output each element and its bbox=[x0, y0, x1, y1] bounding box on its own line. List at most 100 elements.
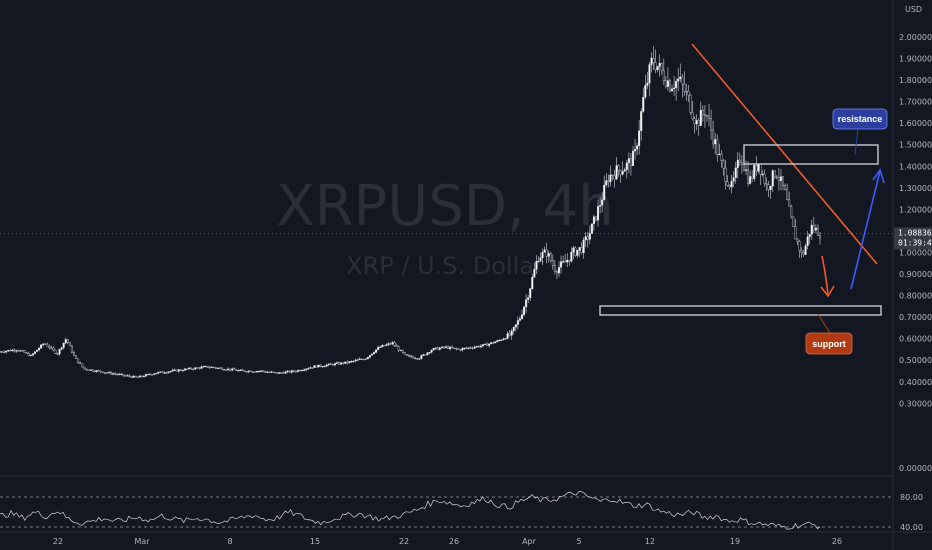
candle-body bbox=[190, 367, 193, 370]
candle-body bbox=[535, 261, 538, 270]
candle-body bbox=[161, 371, 164, 373]
candle-body bbox=[673, 87, 676, 90]
candle-body bbox=[662, 70, 665, 82]
candle-body bbox=[33, 351, 36, 354]
candle-body bbox=[757, 163, 760, 172]
candle-body bbox=[204, 365, 207, 368]
candle-body bbox=[765, 183, 768, 185]
candle-body bbox=[325, 364, 328, 367]
resistance-label-box[interactable] bbox=[832, 108, 888, 130]
candle-body bbox=[418, 358, 421, 360]
candle-body bbox=[251, 371, 254, 373]
candle-body bbox=[130, 376, 133, 378]
price-tick-label: 0.00000 bbox=[899, 464, 932, 473]
candle-body bbox=[742, 164, 745, 171]
candle-body bbox=[387, 343, 390, 345]
candle-body bbox=[165, 372, 168, 374]
candle-body bbox=[771, 170, 774, 187]
candle-body bbox=[609, 174, 612, 183]
candle-body bbox=[710, 118, 713, 131]
candle-body bbox=[806, 236, 809, 246]
descending-trendline[interactable] bbox=[691, 43, 878, 265]
candle-body bbox=[541, 252, 544, 259]
candle-body bbox=[362, 358, 365, 361]
resistance-callout-pointer bbox=[854, 127, 859, 156]
candle-body bbox=[777, 177, 780, 181]
candle-body bbox=[97, 370, 100, 372]
candle-body bbox=[5, 350, 8, 353]
candle-body bbox=[360, 358, 363, 360]
candle-body bbox=[718, 153, 721, 156]
candle-body bbox=[112, 373, 115, 375]
candle-body bbox=[498, 339, 501, 342]
candle-body bbox=[679, 76, 682, 80]
candle-body bbox=[274, 372, 277, 374]
price-tick-label: 0.90000 bbox=[899, 270, 932, 279]
candle-body bbox=[642, 97, 645, 112]
candle-body bbox=[79, 362, 82, 364]
candle-body bbox=[175, 369, 178, 372]
candle-body bbox=[656, 66, 659, 70]
candle-body bbox=[202, 366, 205, 368]
candle-body bbox=[227, 368, 230, 371]
candle-body bbox=[705, 115, 708, 117]
candle-body bbox=[426, 352, 429, 355]
candle-body bbox=[218, 367, 221, 369]
up-arrow[interactable] bbox=[850, 170, 881, 290]
candle-body bbox=[516, 320, 519, 325]
candle-body bbox=[216, 367, 219, 369]
candle-body bbox=[784, 185, 787, 190]
candle-body bbox=[481, 344, 484, 347]
candle-body bbox=[186, 368, 189, 370]
candle-body bbox=[91, 369, 94, 372]
candle-body bbox=[243, 370, 246, 372]
candle-body bbox=[296, 370, 299, 372]
candle-body bbox=[397, 346, 400, 351]
candle-body bbox=[99, 370, 102, 373]
candle-body bbox=[167, 371, 170, 373]
candle-body bbox=[786, 189, 789, 200]
time-axis[interactable]: 22 Mar 8 15 22 26 Apr 5 12 19 26 bbox=[53, 537, 842, 546]
candle-body bbox=[648, 64, 651, 84]
candle-body bbox=[691, 112, 694, 119]
candle-body bbox=[592, 216, 595, 225]
candle-body bbox=[525, 299, 528, 308]
candle-body bbox=[693, 118, 696, 124]
candle-body bbox=[564, 261, 567, 263]
time-tick-label: 26 bbox=[832, 537, 842, 546]
support-label-box[interactable] bbox=[805, 332, 853, 355]
price-axis[interactable]: 2.00000 1.90000 1.80000 1.70000 1.60000 1.500… bbox=[899, 33, 932, 473]
candle-body bbox=[812, 224, 815, 231]
candle-body bbox=[444, 346, 447, 348]
candle-body bbox=[724, 167, 727, 182]
candle-body bbox=[107, 371, 110, 374]
candle-body bbox=[798, 241, 801, 251]
candle-body bbox=[732, 177, 735, 182]
candle-body bbox=[502, 338, 505, 341]
candle-body bbox=[19, 350, 22, 352]
candle-body bbox=[68, 342, 71, 347]
candle-body bbox=[58, 349, 61, 355]
candle-body bbox=[257, 370, 260, 373]
support-zone[interactable] bbox=[599, 305, 882, 316]
down-arrow[interactable] bbox=[821, 255, 829, 295]
candle-body bbox=[48, 346, 51, 349]
candle-body bbox=[477, 345, 480, 348]
candle-body bbox=[288, 370, 291, 373]
candle-body bbox=[75, 355, 78, 359]
candle-body bbox=[223, 369, 226, 371]
candle-body bbox=[50, 347, 53, 349]
candle-body bbox=[607, 180, 610, 183]
candle-body bbox=[169, 371, 172, 373]
candle-body bbox=[634, 148, 637, 152]
candle-body bbox=[294, 371, 297, 373]
candle-body bbox=[3, 351, 6, 353]
resistance-zone[interactable] bbox=[743, 144, 879, 165]
candle-body bbox=[21, 350, 24, 352]
candle-body bbox=[654, 62, 657, 70]
candle-body bbox=[1, 351, 4, 353]
support-callout-pointer bbox=[817, 313, 831, 334]
candle-body bbox=[299, 370, 302, 372]
candle-body bbox=[442, 346, 445, 348]
